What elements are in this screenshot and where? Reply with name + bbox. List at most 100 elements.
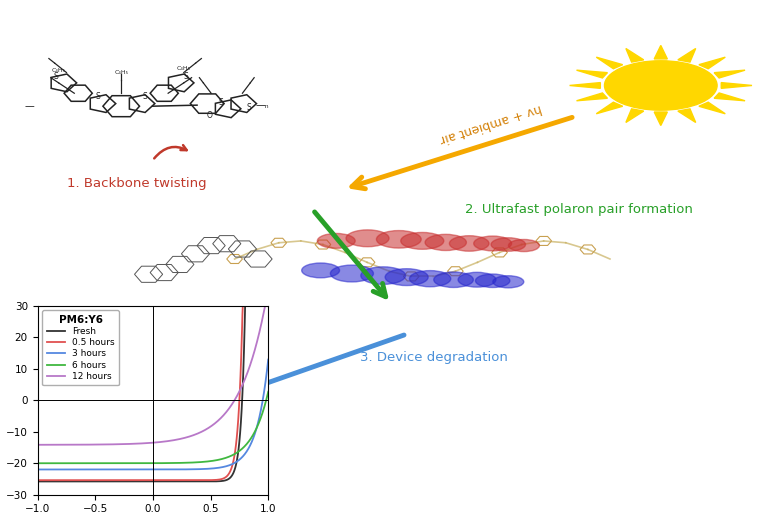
Ellipse shape: [508, 239, 540, 252]
Text: S: S: [246, 103, 251, 112]
Text: S: S: [184, 72, 188, 81]
Fresh: [241, 303, 250, 309]
Fresh: [264, 303, 273, 309]
3 hours: [74, 466, 83, 472]
Text: S: S: [142, 92, 147, 102]
Ellipse shape: [330, 265, 374, 282]
Polygon shape: [678, 109, 696, 122]
Ellipse shape: [317, 234, 355, 248]
Fresh: [33, 478, 42, 484]
Legend: Fresh, 0.5 hours, 3 hours, 6 hours, 12 hours: Fresh, 0.5 hours, 3 hours, 6 hours, 12 h…: [42, 310, 119, 385]
0.5 hours: [33, 477, 42, 483]
Fresh: [206, 478, 216, 484]
12 hours: [33, 442, 42, 448]
Ellipse shape: [474, 236, 511, 251]
6 hours: [137, 460, 146, 466]
3 hours: [187, 466, 196, 472]
Polygon shape: [699, 102, 725, 114]
Polygon shape: [576, 93, 608, 101]
Polygon shape: [714, 93, 745, 101]
12 hours: [264, 303, 273, 309]
6 hours: [74, 460, 83, 466]
Text: S: S: [218, 97, 223, 107]
Ellipse shape: [491, 238, 526, 251]
Ellipse shape: [386, 269, 429, 285]
Polygon shape: [655, 46, 667, 59]
Text: hv + ambient air: hv + ambient air: [438, 101, 543, 145]
Text: C₄H₅: C₄H₅: [177, 66, 191, 71]
Polygon shape: [576, 70, 608, 78]
Line: Fresh: Fresh: [38, 306, 268, 481]
Text: —ₙ: —ₙ: [255, 100, 269, 110]
Fresh: [74, 478, 83, 484]
12 hours: [260, 303, 270, 309]
Ellipse shape: [376, 231, 421, 248]
Polygon shape: [597, 57, 622, 69]
Text: S: S: [95, 92, 100, 102]
Polygon shape: [714, 70, 745, 78]
Text: 1. Backbone twisting: 1. Backbone twisting: [67, 177, 206, 191]
6 hours: [33, 460, 42, 466]
6 hours: [264, 388, 273, 395]
6 hours: [187, 459, 196, 466]
3 hours: [92, 466, 102, 472]
Text: S: S: [54, 72, 59, 81]
3 hours: [137, 466, 146, 472]
Text: C₄H₅: C₄H₅: [114, 70, 128, 75]
0.5 hours: [238, 303, 247, 309]
Ellipse shape: [302, 263, 339, 278]
FancyArrowPatch shape: [154, 145, 187, 159]
Line: 12 hours: 12 hours: [38, 306, 268, 445]
12 hours: [92, 441, 102, 448]
Fresh: [92, 478, 102, 484]
Line: 3 hours: 3 hours: [38, 359, 268, 469]
Polygon shape: [569, 82, 601, 89]
12 hours: [169, 437, 178, 443]
6 hours: [169, 460, 178, 466]
12 hours: [206, 423, 216, 429]
Line: 6 hours: 6 hours: [38, 392, 268, 463]
Text: 2. Ultrafast polaron pair formation: 2. Ultrafast polaron pair formation: [465, 203, 693, 217]
0.5 hours: [187, 477, 196, 483]
Polygon shape: [721, 82, 752, 89]
Ellipse shape: [410, 270, 450, 287]
6 hours: [206, 458, 216, 464]
Polygon shape: [626, 109, 644, 122]
3 hours: [206, 466, 216, 472]
3 hours: [33, 466, 42, 472]
Text: C₄H₅: C₄H₅: [52, 67, 66, 73]
0.5 hours: [169, 477, 178, 483]
Polygon shape: [655, 112, 667, 125]
Ellipse shape: [401, 233, 444, 249]
Ellipse shape: [361, 267, 406, 284]
Polygon shape: [626, 49, 644, 62]
Text: —: —: [25, 101, 34, 111]
Ellipse shape: [493, 276, 524, 288]
12 hours: [74, 441, 83, 448]
Ellipse shape: [458, 272, 496, 287]
Line: 0.5 hours: 0.5 hours: [38, 306, 268, 480]
6 hours: [92, 460, 102, 466]
Text: O: O: [206, 111, 213, 120]
0.5 hours: [92, 477, 102, 483]
Polygon shape: [678, 49, 696, 62]
3 hours: [264, 356, 273, 363]
Fresh: [169, 478, 178, 484]
0.5 hours: [206, 477, 216, 483]
Fresh: [137, 478, 146, 484]
0.5 hours: [264, 303, 273, 309]
Ellipse shape: [346, 230, 389, 247]
Ellipse shape: [475, 274, 510, 287]
Polygon shape: [699, 57, 725, 69]
Fresh: [187, 478, 196, 484]
0.5 hours: [137, 477, 146, 483]
Text: 3. Device degradation: 3. Device degradation: [360, 351, 508, 364]
Ellipse shape: [434, 272, 473, 287]
12 hours: [137, 440, 146, 447]
0.5 hours: [74, 477, 83, 483]
Polygon shape: [597, 102, 622, 114]
Ellipse shape: [604, 61, 717, 110]
3 hours: [169, 466, 178, 472]
Ellipse shape: [450, 236, 489, 251]
Ellipse shape: [425, 234, 466, 251]
